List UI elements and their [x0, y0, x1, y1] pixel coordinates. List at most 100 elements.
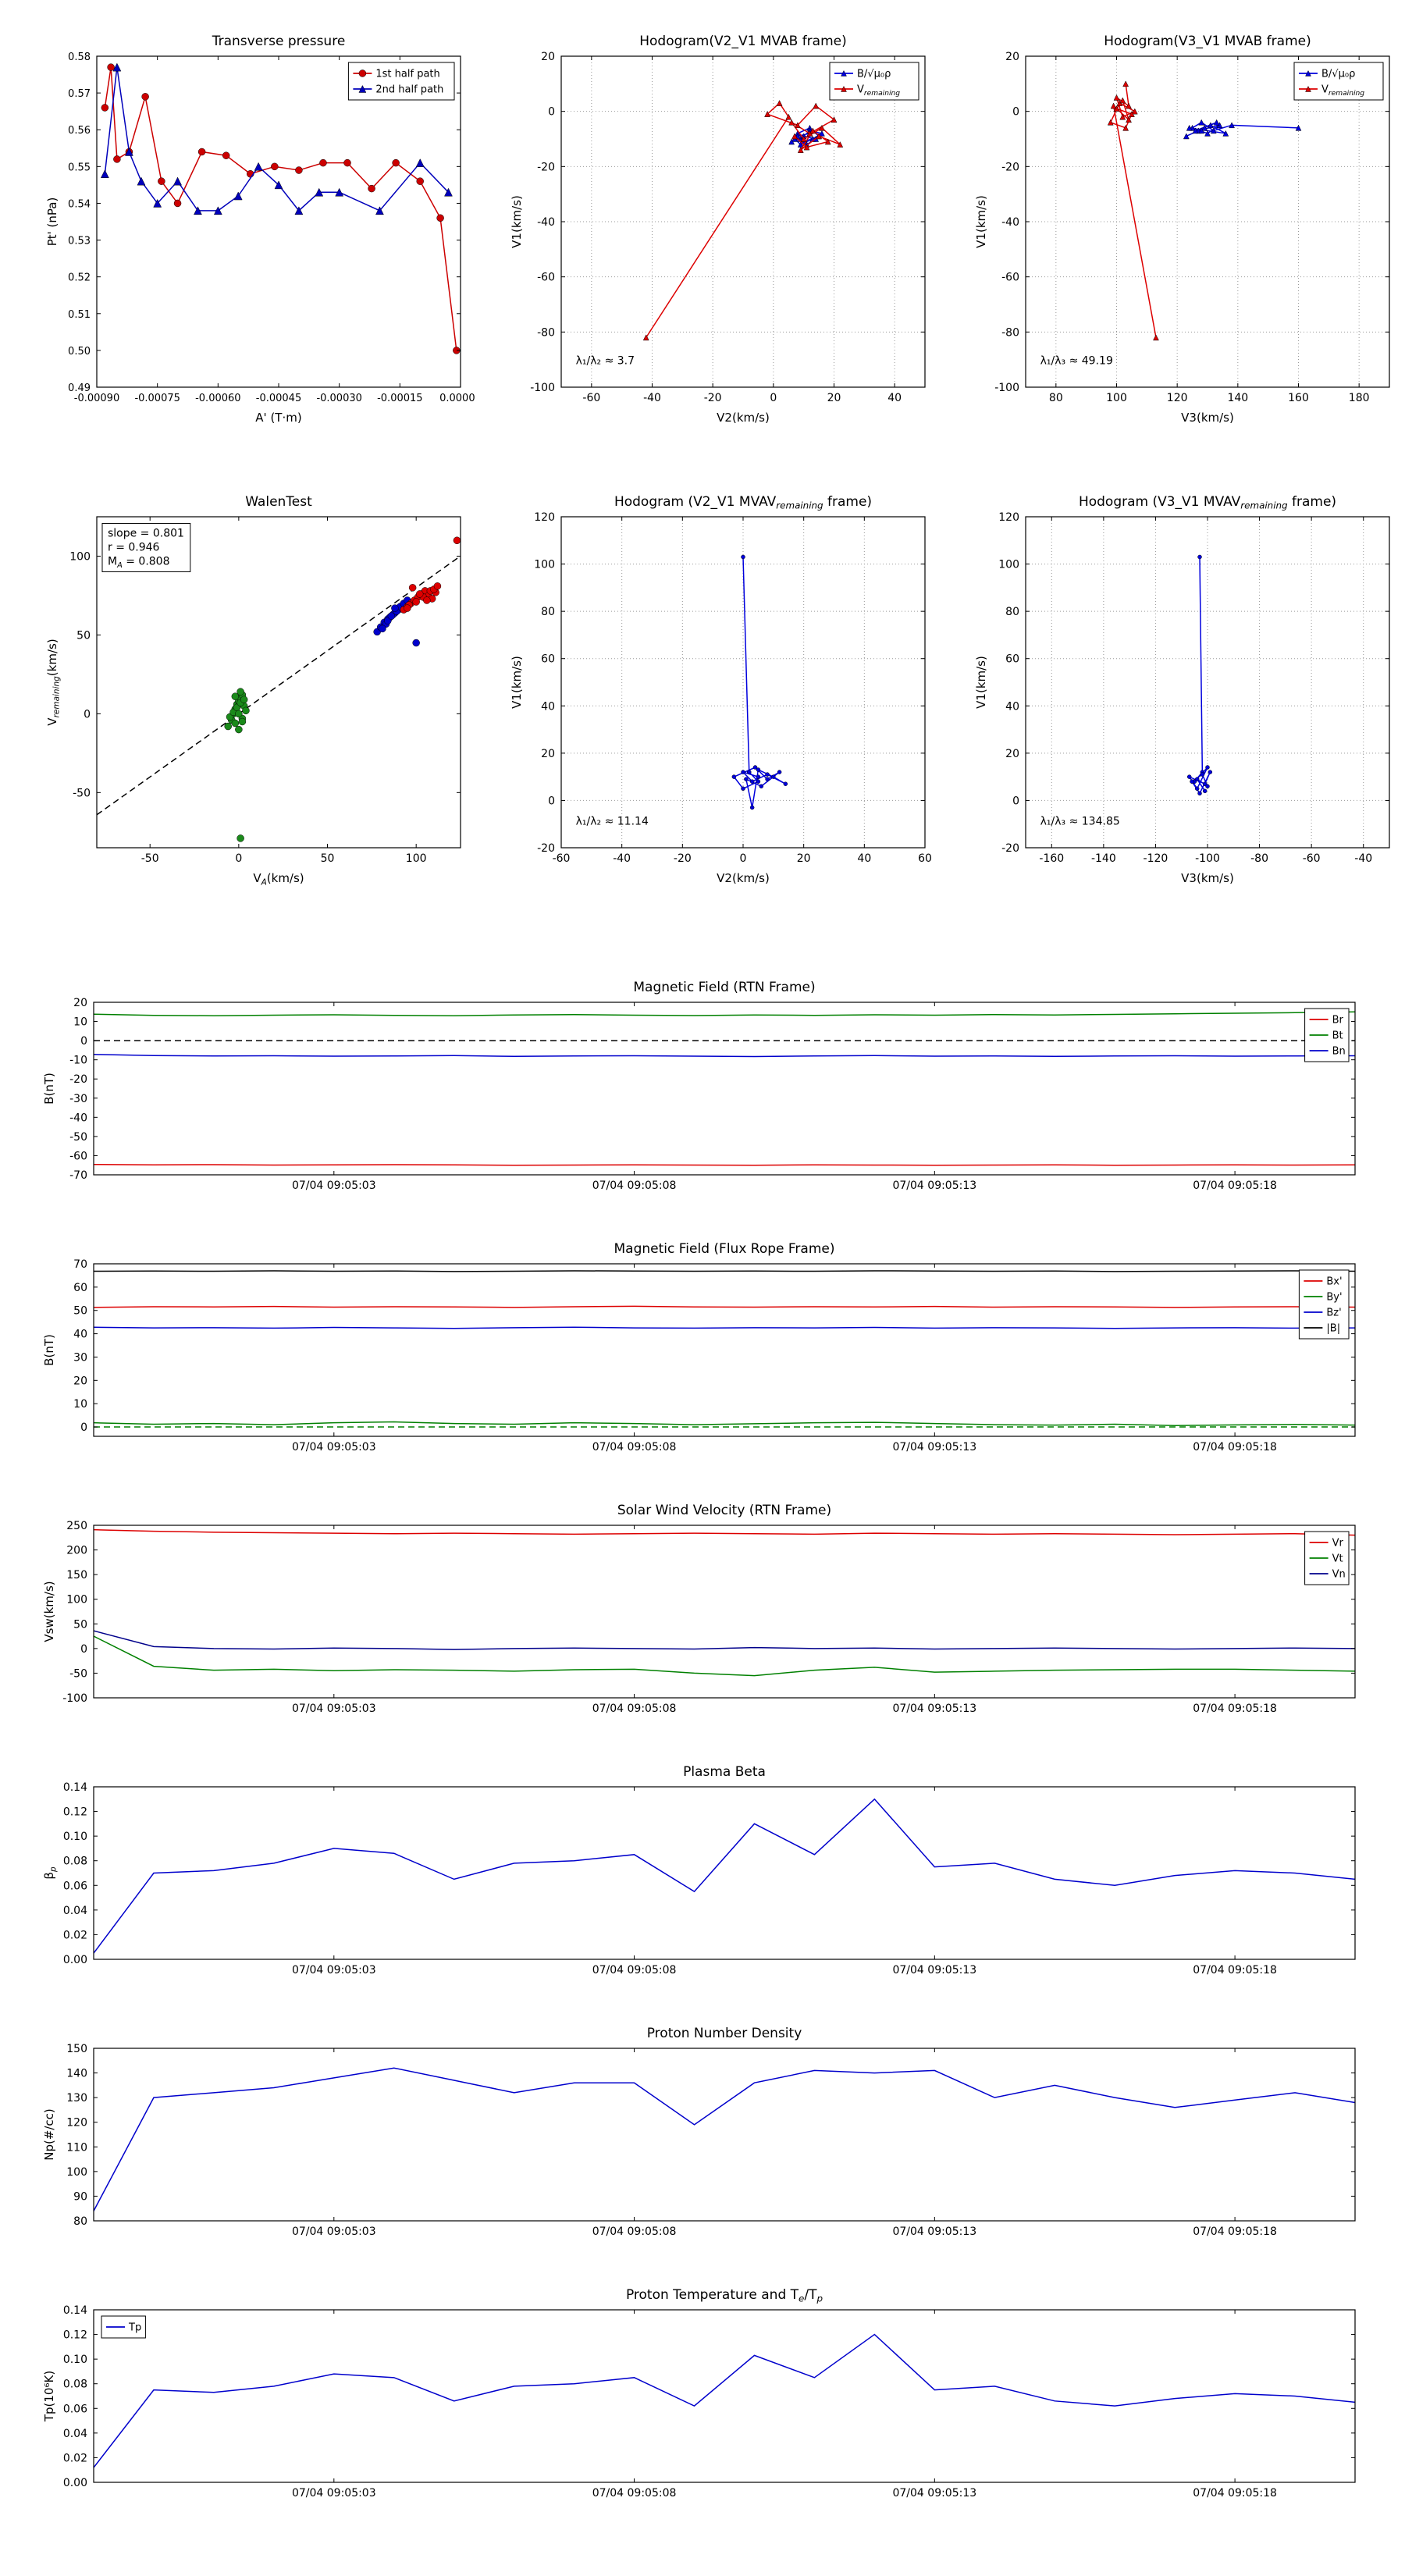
y-tick-label: 0 — [80, 1643, 87, 1656]
x-tick-label: 07/04 09:05:03 — [292, 1964, 376, 1976]
series-Vn — [94, 1630, 1355, 1650]
x-tick-label: 07/04 09:05:18 — [1193, 1964, 1277, 1976]
y-tick-label: 50 — [73, 1305, 87, 1318]
x-tick-label: 07/04 09:05:13 — [892, 1179, 976, 1192]
y-tick-label: 0.04 — [63, 2428, 87, 2440]
x-axis-label: V3(km/s) — [1181, 871, 1234, 885]
y-tick-label: 0.52 — [68, 272, 91, 284]
y-tick-label: 0.14 — [63, 2304, 87, 2317]
y-tick-label: -20 — [537, 161, 555, 173]
x-tick-label: 0 — [770, 392, 777, 404]
x-tick-label: 07/04 09:05:18 — [1193, 1441, 1277, 1453]
x-tick-label: -0.00015 — [377, 393, 422, 404]
x-tick-label: -50 — [141, 852, 159, 865]
legend-label: |B| — [1326, 1323, 1340, 1335]
y-tick-label: 150 — [66, 1569, 87, 1582]
y-tick-label: 0.00 — [63, 2477, 87, 2489]
y-tick-label: -100 — [530, 382, 555, 394]
x-tick-label: 07/04 09:05:08 — [592, 2487, 677, 2500]
annotation-box: slope = 0.801 r = 0.946 MA = 0.808 — [101, 522, 191, 572]
y-tick-label: 0.49 — [68, 382, 91, 394]
annotation-text: λ₁/λ₂ ≈ 11.14 — [576, 815, 649, 827]
series-Bt — [94, 1011, 1355, 1016]
chart-title: Plasma Beta — [683, 1764, 766, 1780]
y-tick-label: 0.58 — [68, 52, 91, 63]
x-tick-label: 07/04 09:05:03 — [292, 1703, 376, 1715]
chart-title: Hodogram(V2_V1 MVAB frame) — [639, 34, 847, 49]
chart-magnetic-field-flux-rope: 07/04 09:05:03 07/04 09:05:08 07/04 09:05:… — [33, 1236, 1371, 1466]
y-tick-label: 0.10 — [63, 2354, 87, 2366]
chart-svg-solar-wind-velocity: 07/04 09:05:03 07/04 09:05:08 07/04 09:05:… — [42, 1503, 1356, 1715]
y-tick-label: 40 — [73, 1329, 87, 1341]
series-V_{remaining} — [646, 101, 841, 338]
legend-label: By' — [1326, 1292, 1342, 1304]
legend: Br Bt Bn — [1304, 1008, 1350, 1062]
series-Bn — [94, 1054, 1355, 1058]
y-tick-label: -30 — [69, 1093, 87, 1105]
y-tick-label: -40 — [69, 1112, 87, 1124]
y-tick-label: 0 — [1012, 106, 1019, 119]
y-tick-label: 0.08 — [63, 2379, 87, 2391]
svg-text:slope = 0.801: slope = 0.801 — [108, 527, 184, 539]
chart-transverse-pressure: -0.00090 -0.00075 -0.00060 -0.00045 -0.00030… — [33, 17, 475, 432]
x-tick-label: -60 — [582, 392, 600, 404]
y-tick-label: -80 — [537, 326, 555, 339]
y-tick-label: -60 — [537, 272, 555, 284]
chart-proton-temperature: 07/04 09:05:03 07/04 09:05:08 07/04 09:05:… — [33, 2282, 1371, 2512]
x-tick-label: -0.00090 — [74, 393, 119, 404]
legend-label: Vr — [1332, 1538, 1344, 1550]
y-tick-label: 80 — [541, 606, 555, 618]
svg-text:MA = 0.808: MA = 0.808 — [108, 555, 170, 570]
y-tick-label: 0 — [80, 1421, 87, 1434]
legend-label: Bx' — [1326, 1276, 1342, 1288]
x-tick-label: 50 — [321, 852, 335, 865]
y-tick-label: 60 — [73, 1282, 87, 1294]
y-tick-label: 0.02 — [63, 1929, 87, 1941]
y-tick-label: 0.54 — [68, 198, 91, 210]
y-tick-label: 120 — [998, 511, 1019, 524]
y-tick-label: -50 — [69, 1131, 87, 1144]
x-tick-label: 07/04 09:05:13 — [892, 1964, 976, 1976]
y-tick-label: 80 — [73, 2215, 87, 2228]
legend-label: 1st half path — [375, 69, 439, 80]
chart-title: Magnetic Field (Flux Rope Frame) — [614, 1241, 835, 1257]
y-tick-label: 0.06 — [63, 1880, 87, 1892]
y-axis-label: Tp(10⁶K) — [42, 2371, 56, 2422]
legend: Bx' By' Bz' |B| — [1298, 1269, 1350, 1340]
x-tick-label: 07/04 09:05:13 — [892, 1441, 976, 1453]
chart-title: Solar Wind Velocity (RTN Frame) — [617, 1503, 831, 1518]
y-tick-label: -60 — [69, 1150, 87, 1162]
y-tick-label: 0 — [548, 106, 555, 119]
x-tick-label: -20 — [674, 852, 692, 865]
x-tick-label: -40 — [613, 852, 631, 865]
x-tick-label: 40 — [857, 852, 871, 865]
chart-hodogram-v2v1-mvab: -60 -40 -20 0 20 40 -100 -80 -60 -40 -20 0 20 Hodogra… — [497, 17, 939, 432]
y-axis-label: V1(km/s) — [510, 656, 524, 709]
chart-title: Proton Temperature and Te/Tp — [626, 2287, 823, 2304]
y-axis-label: V1(km/s) — [974, 656, 988, 709]
chart-magnetic-field-rtn: 07/04 09:05:03 07/04 09:05:08 07/04 09:05:… — [33, 974, 1371, 1204]
y-tick-label: 90 — [73, 2190, 87, 2203]
chart-walen-test: -50 0 50 100 -50 0 50 100 WalenTest VA(km/s) Vrema… — [33, 478, 475, 893]
chart-hodogram-v2v1-mvav: -60 -40 -20 0 20 40 60 -20 0 20 40 60 80 100 120 Hodogr… — [497, 478, 939, 893]
chart-title: Hodogram(V3_V1 MVAB frame) — [1104, 34, 1311, 49]
x-tick-label: -80 — [1250, 852, 1268, 865]
legend-label: Br — [1332, 1015, 1344, 1026]
y-tick-label: 0.51 — [68, 309, 91, 321]
series-By' — [94, 1421, 1355, 1427]
y-tick-label: 0.57 — [68, 88, 91, 100]
chart-plasma-beta: 07/04 09:05:03 07/04 09:05:08 07/04 09:05:… — [33, 1759, 1371, 1989]
x-tick-label: -20 — [704, 392, 722, 404]
y-tick-label: 200 — [66, 1545, 87, 1557]
legend-label: B/√μ₀ρ — [857, 69, 891, 80]
legend-label: Vremaining — [857, 84, 900, 98]
x-tick-label: 07/04 09:05:08 — [592, 2226, 677, 2238]
y-tick-label: 20 — [73, 1375, 87, 1387]
annotation-text: λ₁/λ₃ ≈ 49.19 — [1040, 354, 1113, 367]
y-axis-label: Vsw(km/s) — [42, 1581, 56, 1642]
y-tick-label: 0.56 — [68, 125, 91, 137]
legend: Vr Vt Vn — [1304, 1531, 1350, 1585]
x-tick-label: 07/04 09:05:18 — [1193, 2226, 1277, 2238]
